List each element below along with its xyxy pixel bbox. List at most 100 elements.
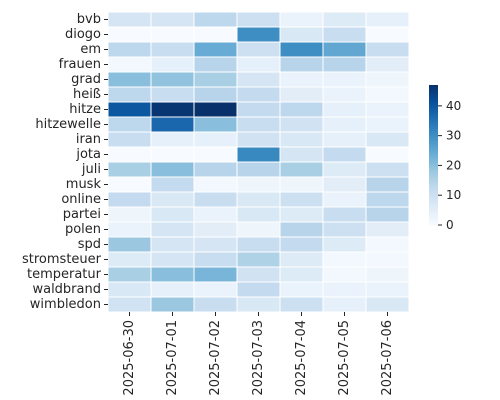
heatmap-cell-iran-2025-07-05 [322,131,367,148]
heatmap-cell-diogo-2025-07-05 [322,26,367,43]
colorbar-segment [429,159,438,162]
heatmap-cell-em-2025-07-06 [365,41,410,58]
heatmap-cell-hitzewelle-2025-07-02 [193,116,238,133]
heatmap-cell-juli-2025-07-01 [150,161,195,178]
colorbar-segment [429,111,438,114]
heatmap-cell-online-2025-07-01 [150,191,195,208]
colorbar-segment [429,149,438,152]
heatmap-cell-jota-2025-07-04 [279,146,324,163]
heatmap-cell-bvb-2025-07-04 [279,11,324,28]
colorbar-segment [429,151,438,154]
heatmap-cell-online-2025-07-03 [236,191,281,208]
heatmap-cell-iran-2025-07-03 [236,131,281,148]
colorbar-segment [429,101,438,104]
heatmap-cell-temperatur-2025-07-05 [322,266,367,283]
colorbar-segment [429,201,438,204]
heatmap-cell-diogo-2025-07-02 [193,26,238,43]
heatmap-cell-jota-2025-07-05 [322,146,367,163]
colorbar-segment [429,105,438,108]
colorbar-segment [429,121,438,124]
heatmap-cell-em-2025-07-02 [193,41,238,58]
heatmap-cell-temperatur-2025-07-06 [365,266,410,283]
heatmap-cell-hitzewelle-2025-07-04 [279,116,324,133]
colorbar-segment [429,109,438,112]
heatmap-cell-waldbrand-2025-07-03 [236,281,281,298]
heatmap-cell-musk-2025-06-30 [107,176,152,193]
colorbar-segment [429,135,438,138]
heatmap-cell-grad-2025-07-01 [150,71,195,88]
heatmap-cell-spd-2025-07-06 [365,236,410,253]
y-tick-label: diogo [65,27,101,42]
x-axis-labels: 2025-06-30 2025-07-01 2025-07-02 2025-07-03… [122,312,395,396]
heatmap-cell-wimbledon-2025-07-06 [365,296,410,313]
colorbar-segment [429,129,438,132]
heatmap-cell-musk-2025-07-05 [322,176,367,193]
heatmap-cell-spd-2025-07-03 [236,236,281,253]
y-tick-label: stromsteuer [22,252,102,267]
heatmap-cell-bvb-2025-06-30 [107,11,152,28]
heatmap-cell-partei-2025-07-04 [279,206,324,223]
colorbar-segment [429,117,438,120]
heatmap-cell-bvb-2025-07-05 [322,11,367,28]
heatmap-cell-grad-2025-07-03 [236,71,281,88]
x-tick-label: 2025-07-04 [294,320,309,396]
heatmap-cell-frauen-2025-07-01 [150,56,195,73]
colorbar-segment [429,123,438,126]
heatmap-cell-frauen-2025-07-02 [193,56,238,73]
x-tick-label: 2025-06-30 [122,320,137,396]
heatmap-cell-stromsteuer-2025-07-02 [193,251,238,268]
heatmap-cell-waldbrand-2025-07-04 [279,281,324,298]
colorbar-tick-label: 40 [446,99,461,113]
heatmap-cell-heiß-2025-07-04 [279,86,324,103]
colorbar-segment [429,191,438,194]
colorbar-segment [429,215,438,218]
heatmap-cell-musk-2025-07-03 [236,176,281,193]
colorbar-segment [429,153,438,156]
colorbar-segment [429,145,438,148]
heatmap-cell-jota-2025-07-01 [150,146,195,163]
y-tick-label: polen [65,222,101,237]
heatmap-cell-juli-2025-06-30 [107,161,152,178]
y-tick-label: juli [81,162,101,177]
heatmap-cell-spd-2025-07-05 [322,236,367,253]
heatmap-cell-grad-2025-07-06 [365,71,410,88]
heatmap-cell-hitzewelle-2025-07-01 [150,116,195,133]
y-tick-label: wimbledon [30,297,101,312]
heatmap-cell-polen-2025-07-05 [322,221,367,238]
heatmap-cell-hitzewelle-2025-07-03 [236,116,281,133]
heatmap-cell-em-2025-07-04 [279,41,324,58]
heatmap-cell-wimbledon-2025-07-01 [150,296,195,313]
heatmap-cell-diogo-2025-06-30 [107,26,152,43]
heatmap-cell-hitzewelle-2025-07-06 [365,116,410,133]
y-tick-label: bvb [77,12,101,27]
colorbar-segment [429,173,438,176]
colorbar-segment [429,155,438,158]
colorbar-segment [429,221,438,224]
colorbar-segment [429,99,438,102]
heatmap-cell-grad-2025-07-05 [322,71,367,88]
y-tick-label: hitze [69,102,101,117]
heatmap-cell-heiß-2025-07-02 [193,86,238,103]
heatmap-cell-partei-2025-07-01 [150,206,195,223]
y-tick-label: musk [66,177,102,192]
colorbar-segment [429,181,438,184]
colorbar-segment [429,165,438,168]
heatmap-cell-iran-2025-06-30 [107,131,152,148]
heatmap-cell-hitzewelle-2025-06-30 [107,116,152,133]
colorbar-segment [429,167,438,170]
heatmap-cell-musk-2025-07-01 [150,176,195,193]
heatmap-cell-em-2025-07-03 [236,41,281,58]
heatmap-cell-frauen-2025-07-05 [322,56,367,73]
heatmap-cell-polen-2025-07-01 [150,221,195,238]
heatmap-cell-stromsteuer-2025-07-01 [150,251,195,268]
colorbar-segment [429,147,438,150]
heatmap-cell-stromsteuer-2025-07-05 [322,251,367,268]
heatmap-cell-temperatur-2025-06-30 [107,266,152,283]
heatmap-cell-musk-2025-07-04 [279,176,324,193]
y-tick-label: waldbrand [32,282,101,297]
heatmap-cell-polen-2025-07-04 [279,221,324,238]
heatmap-cell-iran-2025-07-04 [279,131,324,148]
heatmap-cell-juli-2025-07-03 [236,161,281,178]
colorbar-segment [429,189,438,192]
colorbar-segment [429,115,438,118]
